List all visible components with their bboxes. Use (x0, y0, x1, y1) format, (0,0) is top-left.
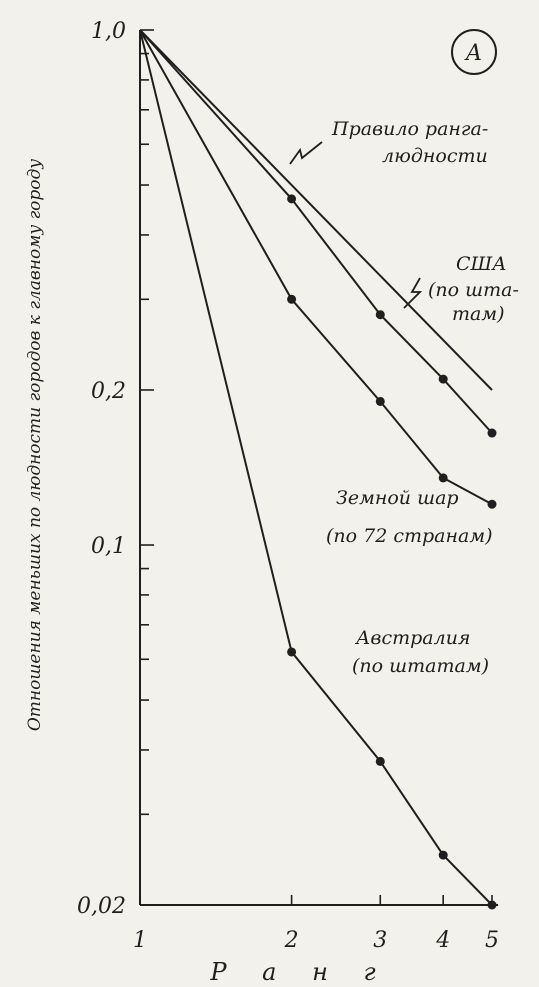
series-layer (139, 29, 497, 910)
x-tick-label: 3 (373, 928, 387, 953)
data-point (438, 473, 448, 483)
y-axis-label: Отношения меньших по людности городов к … (25, 159, 45, 731)
series-label-australia-line-1: Австралия (354, 627, 471, 649)
rank-rule-arrow (289, 141, 323, 165)
axes: 0,02 0,1 0,2 1,0 1 2 3 4 5 (77, 19, 499, 953)
x-tick-label: 5 (485, 928, 499, 953)
data-point (375, 756, 385, 766)
data-point (438, 374, 448, 384)
series-label-rank-rule-line-1: Правило ранга- (331, 118, 488, 140)
series-line-2 (139, 29, 493, 506)
x-tick-label: 1 (133, 928, 147, 953)
x-axis-label: Р а н г (209, 958, 389, 986)
panel-label-circle (451, 29, 497, 75)
series-label-rank-rule-line-2: людности (382, 145, 488, 167)
data-point (287, 194, 297, 204)
y-tick-label: 0,1 (91, 534, 126, 559)
data-point (438, 850, 448, 860)
series-label-usa-line-3: там) (452, 303, 505, 325)
data-point (487, 900, 497, 910)
data-point (487, 428, 497, 438)
labels: А Р а н г Отношения меньших по людности … (25, 29, 519, 986)
data-point (375, 396, 385, 406)
series-line-0 (139, 29, 493, 391)
data-point (375, 310, 385, 320)
series-label-world-line-2: (по 72 странам) (326, 525, 493, 547)
data-point (287, 294, 297, 304)
panel-label: А (464, 41, 483, 66)
series-label-australia-line-2: (по штатам) (352, 655, 489, 677)
y-tick-label: 0,2 (91, 379, 126, 404)
data-point (287, 647, 297, 657)
usa-arrow (403, 277, 423, 309)
data-point (487, 499, 497, 509)
series-label-world-line-1: Земной шар (336, 487, 459, 509)
series-label-usa-line-1: США (456, 253, 507, 275)
x-tick-label: 2 (284, 928, 299, 953)
y-tick-label: 1,0 (91, 19, 126, 44)
x-tick-label: 4 (435, 928, 450, 953)
series-label-usa-line-2: (по шта- (428, 279, 519, 301)
series-line-1 (139, 29, 493, 434)
y-tick-label: 0,02 (77, 894, 126, 919)
